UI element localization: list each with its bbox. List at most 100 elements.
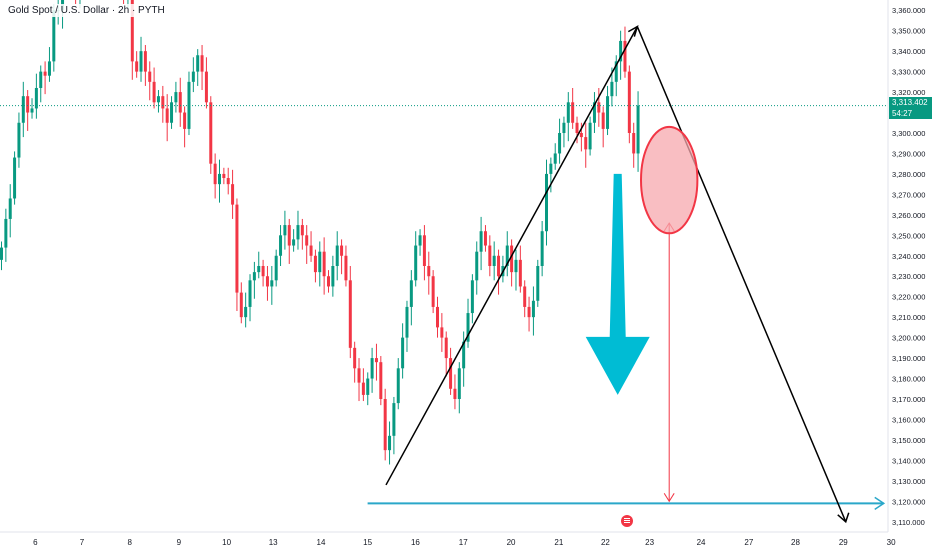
candle-body (571, 102, 575, 123)
x-tick-label: 14 (317, 538, 326, 547)
candle-body (531, 300, 535, 318)
candle-body (209, 102, 213, 164)
highlight-circle[interactable] (640, 125, 699, 235)
candle-body (523, 286, 527, 307)
candle-body (183, 112, 187, 129)
candle-body (130, 0, 134, 62)
candle-body (536, 266, 540, 301)
candle-body (261, 266, 265, 277)
candle-body (309, 245, 313, 256)
candle-body (30, 108, 34, 113)
candle-body (152, 81, 156, 103)
x-tick-label: 29 (839, 538, 848, 547)
candle-body (453, 388, 457, 399)
candle-body (527, 306, 531, 318)
candle-body (222, 173, 226, 179)
candle-body (566, 102, 570, 123)
candle-body (283, 225, 287, 236)
candle-body (300, 225, 304, 236)
uptrend-line[interactable] (385, 26, 638, 486)
candle-body (479, 231, 483, 252)
x-tick-label: 15 (363, 538, 372, 547)
y-tick-label: 3,150.000 (892, 436, 925, 445)
y-tick-label: 3,110.000 (892, 518, 925, 527)
candle-body (619, 40, 623, 62)
candle-body (52, 10, 56, 62)
candle-body (191, 71, 195, 82)
candle-body (405, 306, 409, 338)
candle-body (139, 51, 143, 72)
x-tick-label: 30 (887, 538, 896, 547)
candle-body (244, 306, 248, 318)
y-tick-label: 3,260.000 (892, 211, 925, 220)
y-tick-label: 3,330.000 (892, 68, 925, 77)
candle-body (148, 71, 152, 82)
candle-body (431, 276, 435, 307)
candle-body (361, 382, 365, 395)
us-flag-event-icon[interactable] (621, 515, 633, 527)
candle-body (287, 225, 291, 246)
bar-countdown: 54:27 (892, 109, 913, 118)
candle-body (327, 276, 330, 287)
candle-body (601, 112, 605, 129)
candle-body (457, 368, 461, 399)
candle-body (335, 245, 339, 266)
candle-body (43, 71, 47, 76)
time-axis[interactable] (0, 532, 932, 550)
candle-body (414, 245, 418, 281)
candle-body (13, 157, 17, 199)
candle-body (636, 105, 640, 154)
down-arrow[interactable] (585, 173, 650, 395)
x-tick-label: 16 (411, 538, 420, 547)
candle-body (401, 337, 405, 369)
uptrend-arrowhead (627, 25, 639, 37)
candle-body (492, 255, 496, 266)
y-tick-label: 3,220.000 (892, 293, 925, 302)
candle-body (449, 358, 453, 389)
candle-body (440, 327, 444, 338)
candle-body (436, 306, 439, 328)
candle-body (510, 245, 514, 273)
y-tick-label: 3,340.000 (892, 47, 925, 56)
candle-body (257, 266, 261, 273)
candle-body (374, 358, 378, 363)
projection-arrow-head-bottom (663, 493, 675, 503)
candle-body (26, 96, 30, 113)
candle-body (514, 259, 518, 273)
candle-body (418, 235, 422, 246)
candle-body (584, 137, 588, 150)
candle-body (610, 81, 614, 97)
y-tick-label: 3,300.000 (892, 129, 925, 138)
candle-body (265, 276, 269, 287)
candle-body (592, 102, 596, 123)
candle-body (606, 96, 610, 129)
downtrend-line[interactable] (636, 26, 847, 523)
candle-body (597, 102, 601, 113)
candle-body (553, 153, 557, 164)
candle-body (204, 71, 208, 103)
candle-body (344, 255, 348, 281)
candle-body (34, 87, 38, 109)
y-tick-label: 3,180.000 (892, 375, 925, 384)
candle-body (178, 92, 182, 113)
candle-body (483, 231, 487, 246)
annotations-layer (367, 25, 886, 524)
x-tick-label: 17 (459, 538, 468, 547)
y-tick-label: 3,250.000 (892, 231, 925, 240)
candle-body (444, 337, 448, 359)
candle-body (274, 255, 278, 281)
x-tick-label: 22 (601, 538, 610, 547)
candle-body (252, 272, 256, 281)
candle-body (614, 61, 618, 82)
price-axis[interactable] (888, 0, 932, 532)
target-line-arrowhead (874, 496, 886, 510)
candle-body (226, 178, 230, 185)
y-tick-label: 3,190.000 (892, 354, 925, 363)
candle-body (270, 280, 274, 287)
y-tick-label: 3,290.000 (892, 149, 925, 158)
candle-body (196, 55, 200, 72)
candle-body (518, 259, 522, 287)
candle-body (235, 204, 239, 293)
candle-body (549, 163, 553, 174)
